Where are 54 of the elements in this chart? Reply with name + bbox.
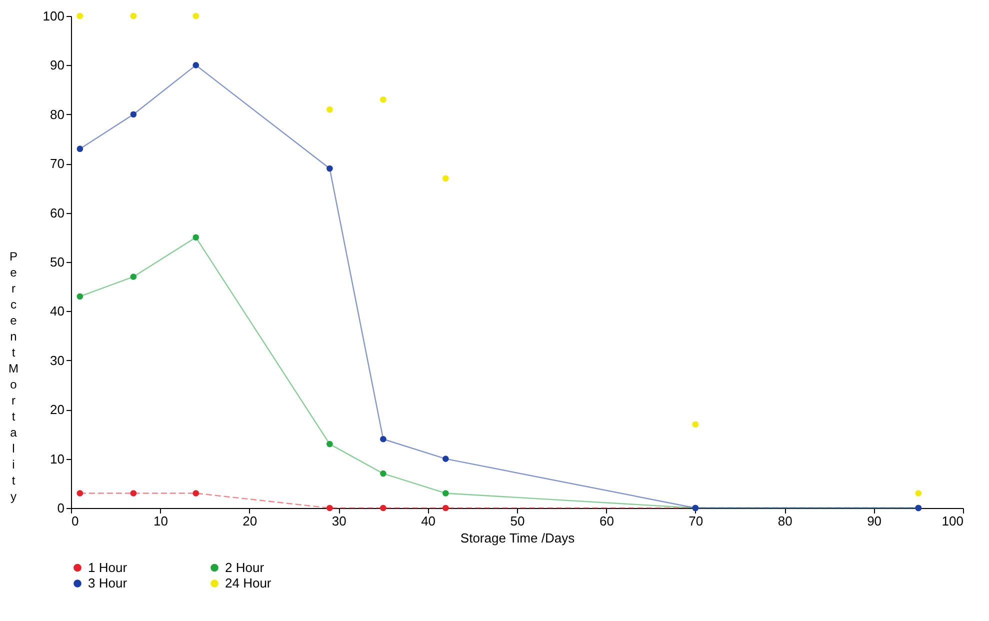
y-tick-label: 60 xyxy=(50,205,64,220)
x-tick-label: 70 xyxy=(688,514,704,528)
point xyxy=(130,111,137,118)
y-tick-label: 100 xyxy=(42,8,64,24)
x-tick-label: 40 xyxy=(421,514,436,528)
legend-label: 1 Hour xyxy=(88,560,128,575)
x-tick-label: 50 xyxy=(510,514,525,528)
x-tick-label: 60 xyxy=(599,514,614,528)
point xyxy=(692,421,699,428)
y-tick-label: 10 xyxy=(50,451,64,466)
point xyxy=(326,106,333,113)
y-tick-label: 70 xyxy=(50,156,64,172)
point xyxy=(192,234,200,241)
point xyxy=(915,490,922,496)
point xyxy=(442,504,449,512)
x-tick-label: 100 xyxy=(942,514,964,528)
x-axis-title: Storage Time /Days xyxy=(460,530,576,546)
point xyxy=(380,470,386,477)
point xyxy=(130,274,137,280)
x-tick-label: 10 xyxy=(153,514,168,528)
point xyxy=(442,456,449,462)
point xyxy=(76,12,84,20)
point xyxy=(192,62,200,68)
point xyxy=(380,436,386,442)
point xyxy=(326,504,333,512)
y-tick-label: 90 xyxy=(50,58,64,73)
x-tick-label: 20 xyxy=(242,514,258,528)
text: Percent Mortality xyxy=(8,250,18,504)
y-tick-label: 30 xyxy=(50,352,64,368)
x-tick-label: 30 xyxy=(332,514,346,528)
point xyxy=(192,12,200,20)
x-tick-label: 0 xyxy=(72,514,79,528)
y-tick-label: 20 xyxy=(50,402,64,418)
legend-label: 2 Hour xyxy=(225,560,265,575)
y-tick-label: 50 xyxy=(50,254,64,270)
x-tick-label: 80 xyxy=(778,514,792,528)
point xyxy=(442,490,449,496)
legend-label: 24 Hour xyxy=(225,576,272,590)
point xyxy=(192,490,200,496)
point xyxy=(326,440,333,448)
y-tick-label: 0 xyxy=(57,500,64,516)
point xyxy=(130,12,137,20)
y-tick-label: 80 xyxy=(50,106,64,122)
point xyxy=(380,96,386,103)
y-tick-label: 40 xyxy=(50,304,64,319)
point xyxy=(130,490,137,496)
legend-label: 3 Hour xyxy=(88,576,128,590)
point xyxy=(76,293,84,300)
point xyxy=(380,504,386,512)
point xyxy=(76,146,84,152)
point xyxy=(76,490,84,496)
point xyxy=(326,165,333,172)
point xyxy=(442,175,449,182)
x-tick-label: 90 xyxy=(867,514,882,528)
